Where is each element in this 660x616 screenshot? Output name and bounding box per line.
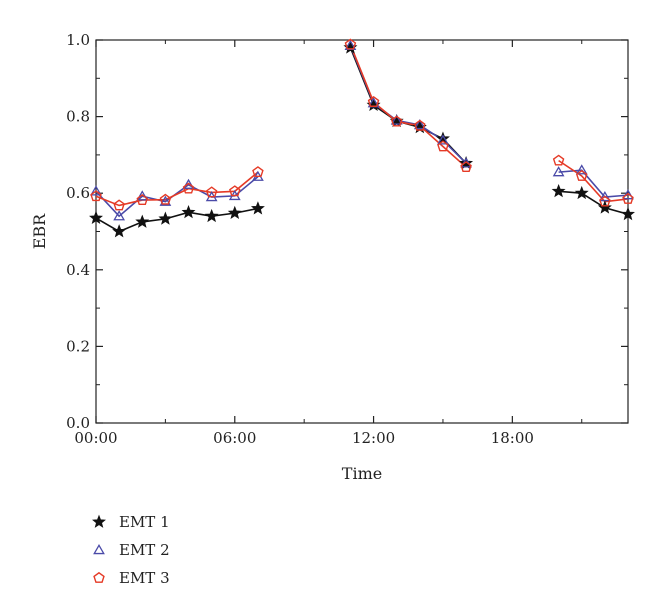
x-axis-ticks: 00:00 06:00 12:00 18:00 [74, 40, 583, 447]
data-point-emt-1 [250, 201, 265, 215]
x-tick-label: 12:00 [352, 429, 395, 447]
data-point-emt-2 [413, 119, 426, 130]
x-tick-label: 18:00 [491, 429, 534, 447]
y-tick-label: 0.6 [66, 184, 90, 202]
y-axis-ticks: 0.0 0.2 0.4 0.6 0.8 1.0 [66, 31, 628, 432]
y-tick-label: 0.2 [66, 337, 90, 355]
series-line-emt-2 [558, 169, 628, 198]
data-point-emt-1 [597, 200, 612, 214]
data-point-emt-2 [182, 178, 195, 189]
data-point-emt-2 [390, 114, 403, 125]
series-layer [96, 44, 628, 233]
data-point-emt-3 [622, 192, 634, 204]
series-line-emt-3 [558, 159, 628, 203]
data-point-emt-1 [574, 185, 589, 200]
legend-marker-emt-1 [92, 514, 106, 528]
series-line-emt-3 [349, 44, 467, 168]
legend-marker-emt-2 [93, 543, 105, 555]
data-point-emt-3 [344, 38, 357, 50]
series-line-emt-1 [558, 190, 628, 216]
y-axis-title: EBR [30, 213, 49, 249]
data-point-emt-2 [460, 157, 472, 168]
data-point-emt-3 [90, 190, 102, 202]
data-point-emt-2 [598, 191, 611, 202]
data-point-emt-3 [252, 166, 264, 178]
data-point-emt-3 [229, 185, 241, 197]
data-point-emt-3 [182, 182, 195, 194]
y-tick-label: 1.0 [66, 31, 90, 49]
legend-label-emt-1: EMT 1 [119, 513, 170, 531]
data-point-emt-3 [113, 199, 125, 211]
x-tick-label: 00:00 [74, 429, 117, 447]
marker-layer [89, 38, 635, 238]
x-axis-title: Time [342, 464, 382, 483]
data-point-emt-3 [552, 154, 565, 166]
data-point-emt-2 [437, 134, 449, 145]
legend-label-emt-3: EMT 3 [119, 569, 170, 587]
data-point-emt-1 [112, 224, 127, 238]
data-point-emt-1 [89, 210, 103, 225]
data-point-emt-1 [551, 183, 566, 198]
y-tick-label: 0.4 [66, 261, 90, 279]
data-point-emt-3 [437, 140, 449, 152]
data-point-emt-3 [599, 195, 611, 207]
data-point-emt-3 [390, 115, 403, 127]
data-point-emt-2 [90, 185, 102, 196]
series-line-emt-2 [349, 45, 467, 164]
x-tick-label: 06:00 [213, 429, 256, 447]
y-tick-label: 0.0 [66, 414, 90, 432]
legend-item-emt-3: EMT 3 [93, 569, 170, 587]
data-point-emt-1 [204, 208, 219, 223]
data-point-emt-2 [552, 166, 565, 177]
data-point-emt-1 [135, 214, 150, 228]
data-point-emt-1 [621, 206, 635, 221]
data-point-emt-3 [136, 194, 149, 205]
series-line-emt-2 [96, 176, 259, 218]
plot-frame [95, 39, 629, 424]
data-point-emt-1 [227, 205, 242, 220]
legend: EMT 1 EMT 2 EMT 3 [92, 513, 170, 587]
legend-label-emt-2: EMT 2 [119, 541, 170, 559]
legend-marker-emt-3 [93, 571, 105, 583]
data-point-emt-3 [575, 169, 588, 181]
legend-item-emt-2: EMT 2 [93, 541, 170, 559]
y-tick-label: 0.8 [66, 108, 90, 126]
data-point-emt-3 [159, 193, 172, 205]
data-point-emt-2 [622, 189, 634, 200]
data-point-emt-3 [460, 161, 472, 173]
data-point-emt-1 [158, 211, 173, 225]
data-point-emt-3 [367, 95, 380, 107]
data-point-emt-2 [575, 164, 588, 175]
data-point-emt-3 [205, 186, 218, 198]
data-point-emt-3 [414, 119, 426, 131]
data-point-emt-2 [159, 195, 172, 206]
legend-item-emt-1: EMT 1 [92, 513, 170, 531]
data-point-emt-1 [181, 205, 196, 219]
data-point-emt-2 [113, 210, 126, 221]
data-point-emt-2 [136, 190, 149, 201]
